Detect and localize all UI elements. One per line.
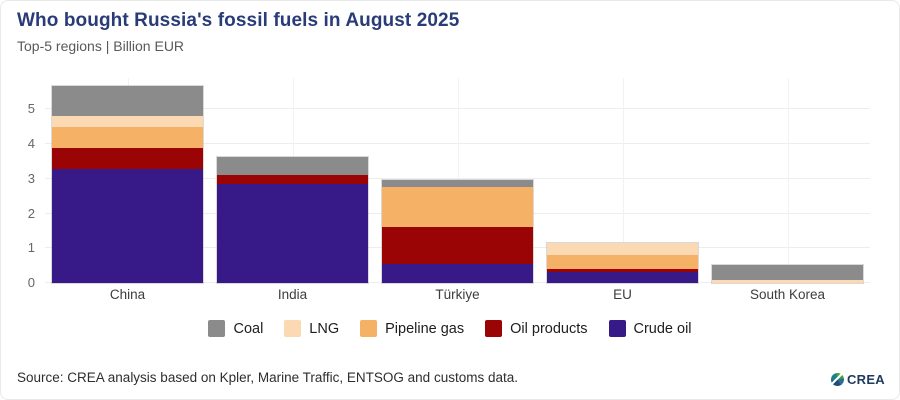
bar-slot-India xyxy=(210,78,375,283)
crea-logo-text: CREA xyxy=(846,372,885,387)
bar-slot-China xyxy=(45,78,210,283)
x-axis-label-EU: EU xyxy=(613,287,632,302)
x-axis-label-South Korea: South Korea xyxy=(749,287,826,302)
legend-item-Coal[interactable]: Coal xyxy=(208,320,263,337)
legend-swatch-LNG xyxy=(284,320,302,337)
bar-segment-China-Pipeline gas[interactable] xyxy=(52,126,203,149)
x-axis-label-India: India xyxy=(277,287,308,302)
plot-area xyxy=(45,78,870,283)
crea-logo: CREA xyxy=(830,372,885,387)
bar-segment-EU-Oil products[interactable] xyxy=(547,268,698,272)
legend-swatch-Pipeline gas xyxy=(360,320,378,337)
bar-China[interactable] xyxy=(52,85,203,283)
bar-India[interactable] xyxy=(217,156,368,283)
bar-segment-China-Oil products[interactable] xyxy=(52,148,203,170)
bar-segment-EU-Pipeline gas[interactable] xyxy=(547,254,698,269)
bar-segment-India-Oil products[interactable] xyxy=(217,174,368,185)
bar-EU[interactable] xyxy=(547,242,698,283)
legend-item-Oil products[interactable]: Oil products xyxy=(485,320,588,337)
bar-segment-China-Crude oil[interactable] xyxy=(52,169,203,283)
bar-segment-South Korea-Coal[interactable] xyxy=(712,264,863,281)
source-note: Source: CREA analysis based on Kpler, Ma… xyxy=(17,370,518,385)
bar-segment-India-Crude oil[interactable] xyxy=(217,184,368,283)
bar-segment-China-LNG[interactable] xyxy=(52,115,203,127)
crea-logo-icon xyxy=(830,373,844,386)
y-axis-tick-label: 0 xyxy=(27,275,35,290)
legend-item-Crude oil[interactable]: Crude oil xyxy=(608,320,692,337)
bar-segment-Türkiye-Pipeline gas[interactable] xyxy=(382,186,533,228)
legend-label-LNG: LNG xyxy=(309,320,340,337)
legend: Coal LNG Pipeline gas Oil products Crude oil xyxy=(1,320,899,337)
legend-swatch-Crude oil xyxy=(608,320,626,337)
y-axis-tick-label: 2 xyxy=(27,205,35,221)
legend-swatch-Oil products xyxy=(485,320,503,337)
bar-segment-South Korea-LNG[interactable] xyxy=(712,280,863,283)
bar-segment-EU-Crude oil[interactable] xyxy=(547,271,698,283)
bar-slot-EU xyxy=(540,78,705,283)
bar-segment-EU-LNG[interactable] xyxy=(547,242,698,255)
chart-title: Who bought Russia's fossil fuels in Augu… xyxy=(17,10,460,31)
legend-label-Pipeline gas: Pipeline gas xyxy=(385,320,465,337)
bar-Türkiye[interactable] xyxy=(382,179,533,283)
bar-segment-India-Coal[interactable] xyxy=(217,156,368,175)
bar-slot-South Korea xyxy=(705,78,870,283)
bar-segment-Türkiye-Crude oil[interactable] xyxy=(382,263,533,283)
legend-item-LNG[interactable]: LNG xyxy=(284,320,339,337)
gridline-vertical xyxy=(787,78,789,283)
legend-label-Coal: Coal xyxy=(233,320,264,337)
bar-slot-Türkiye xyxy=(375,78,540,283)
legend-label-Crude oil: Crude oil xyxy=(633,320,692,337)
x-axis-label-China: China xyxy=(109,287,146,302)
legend-label-Oil products: Oil products xyxy=(510,320,588,337)
bar-segment-Türkiye-Oil products[interactable] xyxy=(382,227,533,264)
gridline-vertical xyxy=(622,78,624,283)
x-axis-label-Türkiye: Türkiye xyxy=(435,287,480,302)
bar-segment-China-Coal[interactable] xyxy=(52,85,203,116)
bar-South Korea[interactable] xyxy=(712,264,863,283)
y-axis-tick-label: 3 xyxy=(27,170,35,186)
legend-swatch-Coal xyxy=(208,320,226,337)
x-axis: China India Türkiye EU South Korea xyxy=(45,287,870,302)
y-axis-tick-label: 1 xyxy=(27,240,35,256)
y-axis-tick-label: 4 xyxy=(27,136,35,152)
bars-layer xyxy=(45,78,870,283)
bar-segment-Türkiye-Coal[interactable] xyxy=(382,179,533,187)
y-axis-tick-label: 5 xyxy=(27,101,35,117)
y-axis: 0 1 2 3 4 5 xyxy=(13,78,39,290)
legend-item-Pipeline gas[interactable]: Pipeline gas xyxy=(360,320,464,337)
chart-subtitle: Top-5 regions | Billion EUR xyxy=(17,38,185,54)
